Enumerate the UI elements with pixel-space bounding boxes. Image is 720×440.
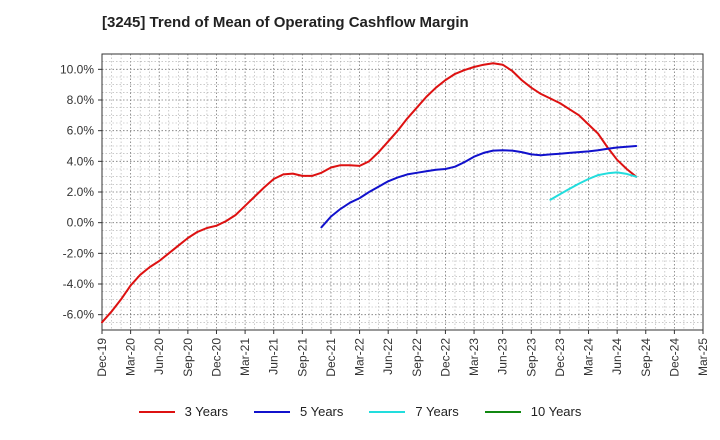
x-tick-label: Dec-24 [667,338,681,377]
x-tick-label: Mar-21 [238,338,252,376]
y-tick-label: -6.0% [63,308,95,322]
legend-label-5-years: 5 Years [300,404,344,419]
legend-item-3-years: 3 Years [138,404,228,419]
x-tick-label: Sep-20 [181,338,195,377]
y-tick-label: 4.0% [67,154,95,168]
y-tick-label: -2.0% [63,246,95,260]
legend-swatch-3-years [138,410,175,413]
x-tick-label: Jun-21 [267,338,281,375]
y-tick-label: 6.0% [67,124,95,138]
x-tick-label: Jun-20 [152,338,166,375]
plot-area [102,54,703,330]
legend-swatch-10-years [484,410,521,413]
legend-label-3-years: 3 Years [184,404,228,419]
x-tick-label: Dec-21 [324,338,338,377]
y-tick-label: 8.0% [67,93,95,107]
x-tick-label: Mar-25 [696,338,710,376]
series-line-3-years [101,62,638,324]
legend-label-10-years: 10 Years [530,404,582,419]
x-tick-label: Mar-24 [582,338,596,376]
x-tick-label: Mar-22 [353,338,367,376]
x-tick-label: Jun-22 [381,338,395,375]
x-tick-label: Sep-21 [295,338,309,377]
x-tick-label: Sep-23 [524,338,538,377]
y-tick-label: 2.0% [67,185,95,199]
x-tick-label: Sep-22 [410,338,424,377]
y-tick-label: 10.0% [60,62,94,76]
x-tick-label: Sep-24 [639,338,653,377]
chart-title: [3245] Trend of Mean of Operating Cashfl… [102,14,469,31]
series-line-7-years [549,171,638,201]
x-tick-label: Jun-24 [610,338,624,375]
legend-swatch-5-years [254,410,290,413]
x-tick-label: Dec-22 [438,338,452,377]
x-tick-label: Jun-23 [496,338,510,375]
legend-item-10-years: 10 Years [484,404,582,419]
legend-item-7-years: 7 Years [369,404,459,419]
x-tick-label: Dec-20 [209,338,223,377]
x-tick-label: Mar-20 [124,338,138,376]
legend: 3 Years 5 Years 7 Years 10 Years [0,404,720,419]
x-tick-label: Mar-23 [467,338,481,376]
legend-item-5-years: 5 Years [254,404,343,419]
x-tick-label: Dec-23 [553,338,567,377]
y-tick-label: -4.0% [63,277,95,291]
legend-label-7-years: 7 Years [415,404,459,419]
x-tick-label: Dec-19 [95,338,109,377]
y-tick-label: 0.0% [67,216,95,230]
series-line-5-years [320,145,638,229]
legend-swatch-7-years [369,410,406,413]
